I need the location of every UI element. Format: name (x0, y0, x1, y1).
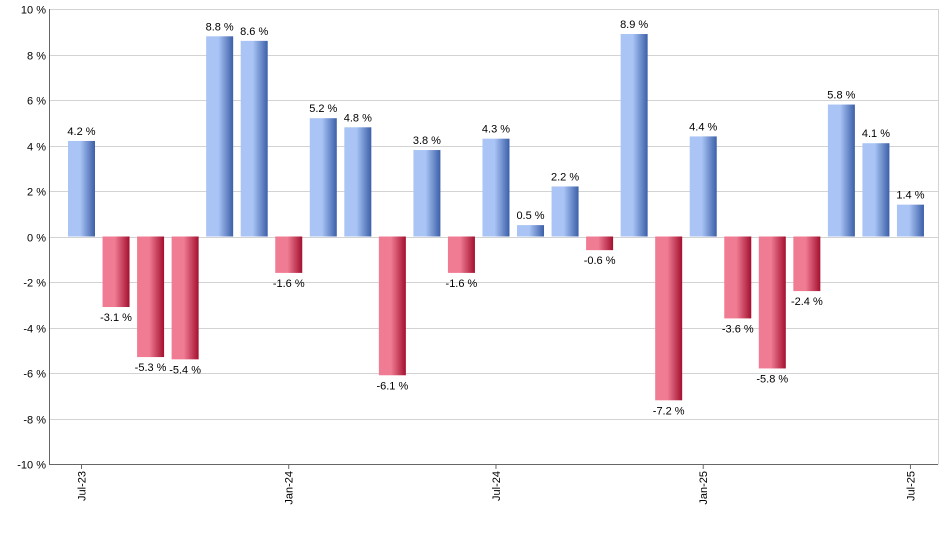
data-label: 5.2 % (309, 103, 337, 115)
bar-positive (517, 225, 545, 237)
y-tick-label: 0 % (27, 233, 46, 245)
data-label: 1.4 % (896, 190, 924, 202)
bar-positive (240, 40, 268, 237)
data-label: 8.8 % (206, 21, 234, 33)
x-tick-label: Jul-23 (77, 471, 89, 501)
bar-negative (724, 236, 752, 319)
data-label: -2.4 % (791, 296, 823, 308)
bar-positive (551, 186, 579, 237)
bar-positive (620, 34, 648, 237)
x-tick-label: Jan-24 (284, 471, 296, 505)
bar-positive (68, 140, 95, 237)
bar-positive (309, 118, 337, 237)
data-label: -5.8 % (756, 373, 788, 385)
data-label: 3.8 % (413, 135, 441, 147)
bar-positive (344, 127, 372, 237)
x-tick-label: Jul-25 (905, 471, 917, 501)
data-label: -1.6 % (273, 278, 305, 290)
bar-negative (378, 236, 406, 376)
data-label: 4.1 % (862, 128, 890, 140)
y-tick-label: 8 % (27, 51, 46, 63)
bar-positive (413, 150, 441, 237)
data-label: -5.4 % (169, 364, 201, 376)
y-tick-label: 4 % (27, 142, 46, 154)
data-labels: 4.2 % -3.1 % -5.3 % -5.4 % 8.8 % 8.6 % -1.6 % 5… (67, 19, 924, 417)
bar-negative (655, 236, 683, 401)
bars (68, 34, 924, 401)
y-tick-label: 6 % (27, 96, 46, 108)
bar-negative (586, 236, 614, 251)
data-label: -6.1 % (376, 380, 408, 392)
x-tick-label: Jan-25 (698, 471, 710, 505)
bar-negative (137, 236, 165, 358)
y-tick-label: -6 % (23, 369, 46, 381)
data-label: -3.1 % (100, 312, 132, 324)
bar-negative (171, 236, 199, 360)
data-label: -7.2 % (653, 405, 685, 417)
bar-positive (827, 104, 855, 237)
y-tick-label: 10 % (21, 5, 46, 17)
bar-negative (793, 236, 821, 292)
bar-positive (896, 204, 924, 237)
y-tick-label: -10 % (17, 460, 46, 472)
data-label: -1.6 % (446, 278, 478, 290)
y-tick-label: -4 % (23, 324, 46, 336)
bar-negative (102, 236, 130, 308)
bar-positive (482, 138, 510, 237)
bar-negative (447, 236, 475, 273)
data-label: -0.6 % (584, 255, 616, 267)
bar-positive (206, 36, 234, 237)
bar-negative (758, 236, 786, 369)
bar-negative (275, 236, 303, 273)
data-label: 4.8 % (344, 112, 372, 124)
data-label: 2.2 % (551, 171, 579, 183)
data-label: 0.5 % (516, 210, 544, 222)
data-label: 5.8 % (827, 90, 855, 102)
data-label: 4.2 % (67, 126, 95, 138)
y-tick-label: 2 % (27, 187, 46, 199)
data-label: -5.3 % (135, 362, 167, 374)
data-label: 8.6 % (240, 26, 268, 38)
y-tick-label: -2 % (23, 278, 46, 290)
x-tick-label: Jul-24 (491, 471, 503, 501)
axes: 10 % 8 % 6 % 4 % 2 % 0 % -2 % -4 % -6 % -8 % -10 %… (17, 5, 939, 505)
data-label: 8.9 % (620, 19, 648, 31)
bar-positive (689, 136, 717, 237)
bar-positive (862, 143, 890, 237)
data-label: 4.3 % (482, 124, 510, 136)
y-tick-label: -8 % (23, 415, 46, 427)
data-label: -3.6 % (722, 323, 754, 335)
data-label: 4.4 % (689, 121, 717, 133)
